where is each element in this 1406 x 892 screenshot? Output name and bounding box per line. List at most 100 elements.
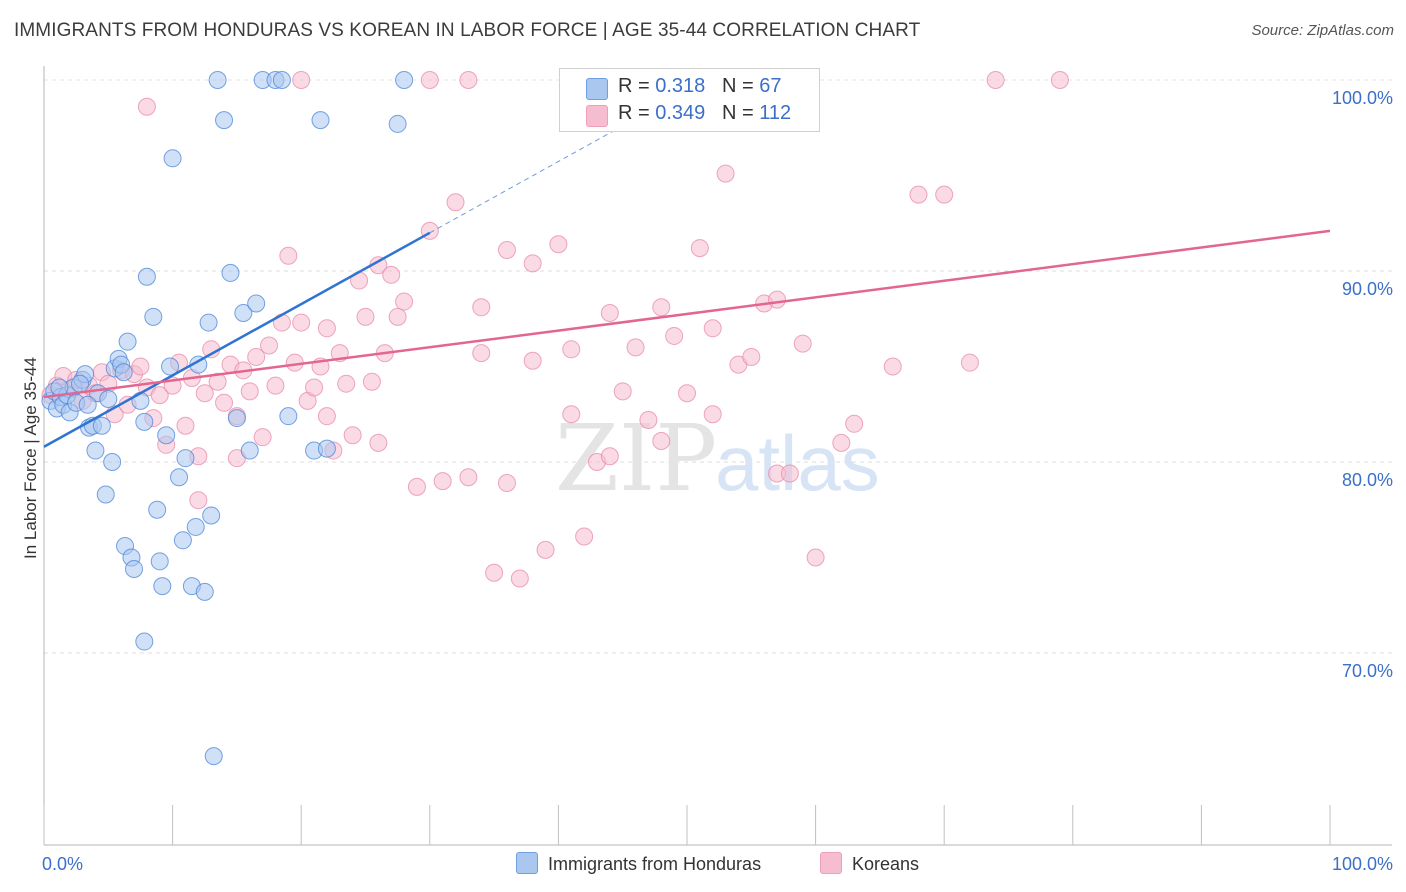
point-honduras	[96, 485, 115, 504]
point-korean	[369, 433, 388, 452]
point-korean	[253, 428, 272, 447]
point-korean	[806, 548, 825, 567]
trend-line-korean	[43, 229, 1331, 399]
point-korean	[433, 472, 452, 491]
point-honduras	[195, 582, 214, 601]
point-honduras	[221, 263, 240, 282]
point-korean	[292, 71, 311, 89]
point-korean	[472, 298, 491, 317]
point-korean	[883, 357, 902, 376]
point-honduras	[92, 416, 111, 435]
point-korean	[510, 569, 529, 588]
point-korean	[626, 338, 645, 357]
point-korean	[195, 384, 214, 403]
legend-n-value-koreans: 112	[759, 102, 792, 124]
point-korean	[1050, 71, 1069, 89]
point-korean	[703, 319, 722, 338]
y-tick-label: 100.0%	[1332, 88, 1393, 108]
point-honduras	[204, 747, 223, 766]
point-honduras	[173, 531, 192, 550]
point-korean	[272, 313, 291, 332]
point-korean	[150, 386, 169, 405]
point-korean	[292, 313, 311, 332]
point-korean	[523, 254, 542, 273]
point-korean	[420, 71, 439, 89]
x-tick-label-min: 0.0%	[42, 854, 83, 874]
point-korean	[678, 384, 696, 403]
point-honduras	[86, 441, 105, 460]
tick-labels: 70.0% 80.0% 90.0% 100.0% 0.0% 100.0%	[42, 88, 1393, 874]
point-korean	[497, 474, 516, 493]
point-korean	[189, 491, 208, 510]
point-korean	[665, 326, 684, 345]
source-label: Source: ZipAtlas.com	[1251, 22, 1394, 39]
point-honduras	[388, 114, 407, 133]
point-honduras	[103, 453, 122, 471]
point-korean	[317, 319, 336, 338]
point-honduras	[202, 506, 221, 525]
trend-extension-honduras	[429, 125, 623, 234]
bottom-legend-label-honduras: Immigrants from Honduras	[548, 854, 762, 874]
point-honduras	[135, 632, 154, 651]
bottom-legend-honduras[interactable]: Immigrants from Honduras	[516, 852, 761, 875]
point-korean	[215, 393, 234, 412]
legend-r-label: R =	[618, 75, 650, 97]
y-tick-label: 70.0%	[1342, 661, 1393, 681]
point-korean	[600, 304, 619, 323]
legend-n-label: N =	[721, 75, 754, 97]
point-korean	[613, 382, 632, 401]
point-honduras	[215, 111, 234, 130]
point-korean	[266, 376, 285, 395]
point-honduras	[118, 332, 137, 351]
legend-swatch-koreans	[586, 105, 608, 127]
point-honduras	[240, 441, 259, 460]
point-korean	[343, 426, 362, 445]
y-tick-label: 90.0%	[1342, 279, 1393, 299]
point-korean	[407, 477, 426, 496]
x-tick-label-max: 100.0%	[1332, 854, 1393, 874]
point-korean	[909, 185, 928, 204]
point-korean	[703, 405, 722, 424]
watermark-zip: ZIP	[555, 405, 717, 512]
point-korean	[832, 433, 851, 452]
bottom-legend-koreans[interactable]: Koreans	[820, 852, 919, 875]
point-honduras	[247, 294, 266, 313]
point-korean	[549, 235, 568, 254]
point-honduras	[186, 517, 205, 536]
point-korean	[652, 431, 671, 450]
point-korean	[382, 265, 401, 284]
point-korean	[176, 416, 195, 435]
point-korean	[960, 353, 979, 372]
point-honduras	[199, 313, 218, 332]
point-honduras	[227, 409, 246, 428]
point-korean	[356, 307, 375, 326]
legend-swatch-honduras	[586, 78, 608, 100]
bottom-legend-swatch-koreans	[820, 852, 842, 874]
point-honduras	[163, 149, 182, 168]
point-korean	[986, 71, 1005, 89]
point-korean	[845, 414, 864, 433]
point-honduras	[311, 111, 330, 130]
point-korean	[247, 347, 266, 366]
point-korean	[260, 336, 279, 355]
point-honduras	[131, 391, 150, 410]
point-korean	[362, 372, 381, 391]
watermark-atlas: atlas	[715, 419, 880, 507]
point-korean	[536, 540, 555, 559]
legend-n-label: N =	[721, 102, 754, 124]
point-honduras	[137, 267, 156, 286]
point-honduras	[234, 304, 253, 323]
point-korean	[780, 464, 799, 483]
point-honduras	[153, 577, 172, 596]
point-honduras	[317, 439, 336, 458]
point-korean	[562, 340, 581, 359]
point-korean	[395, 292, 414, 311]
point-korean	[279, 246, 298, 265]
stats-legend: R = 0.318 N = 67 R = 0.349 N = 112	[559, 68, 820, 132]
point-korean	[317, 407, 336, 426]
point-korean	[472, 344, 491, 363]
point-korean	[208, 372, 227, 391]
point-korean	[742, 347, 761, 366]
y-tick-label: 80.0%	[1342, 470, 1393, 490]
